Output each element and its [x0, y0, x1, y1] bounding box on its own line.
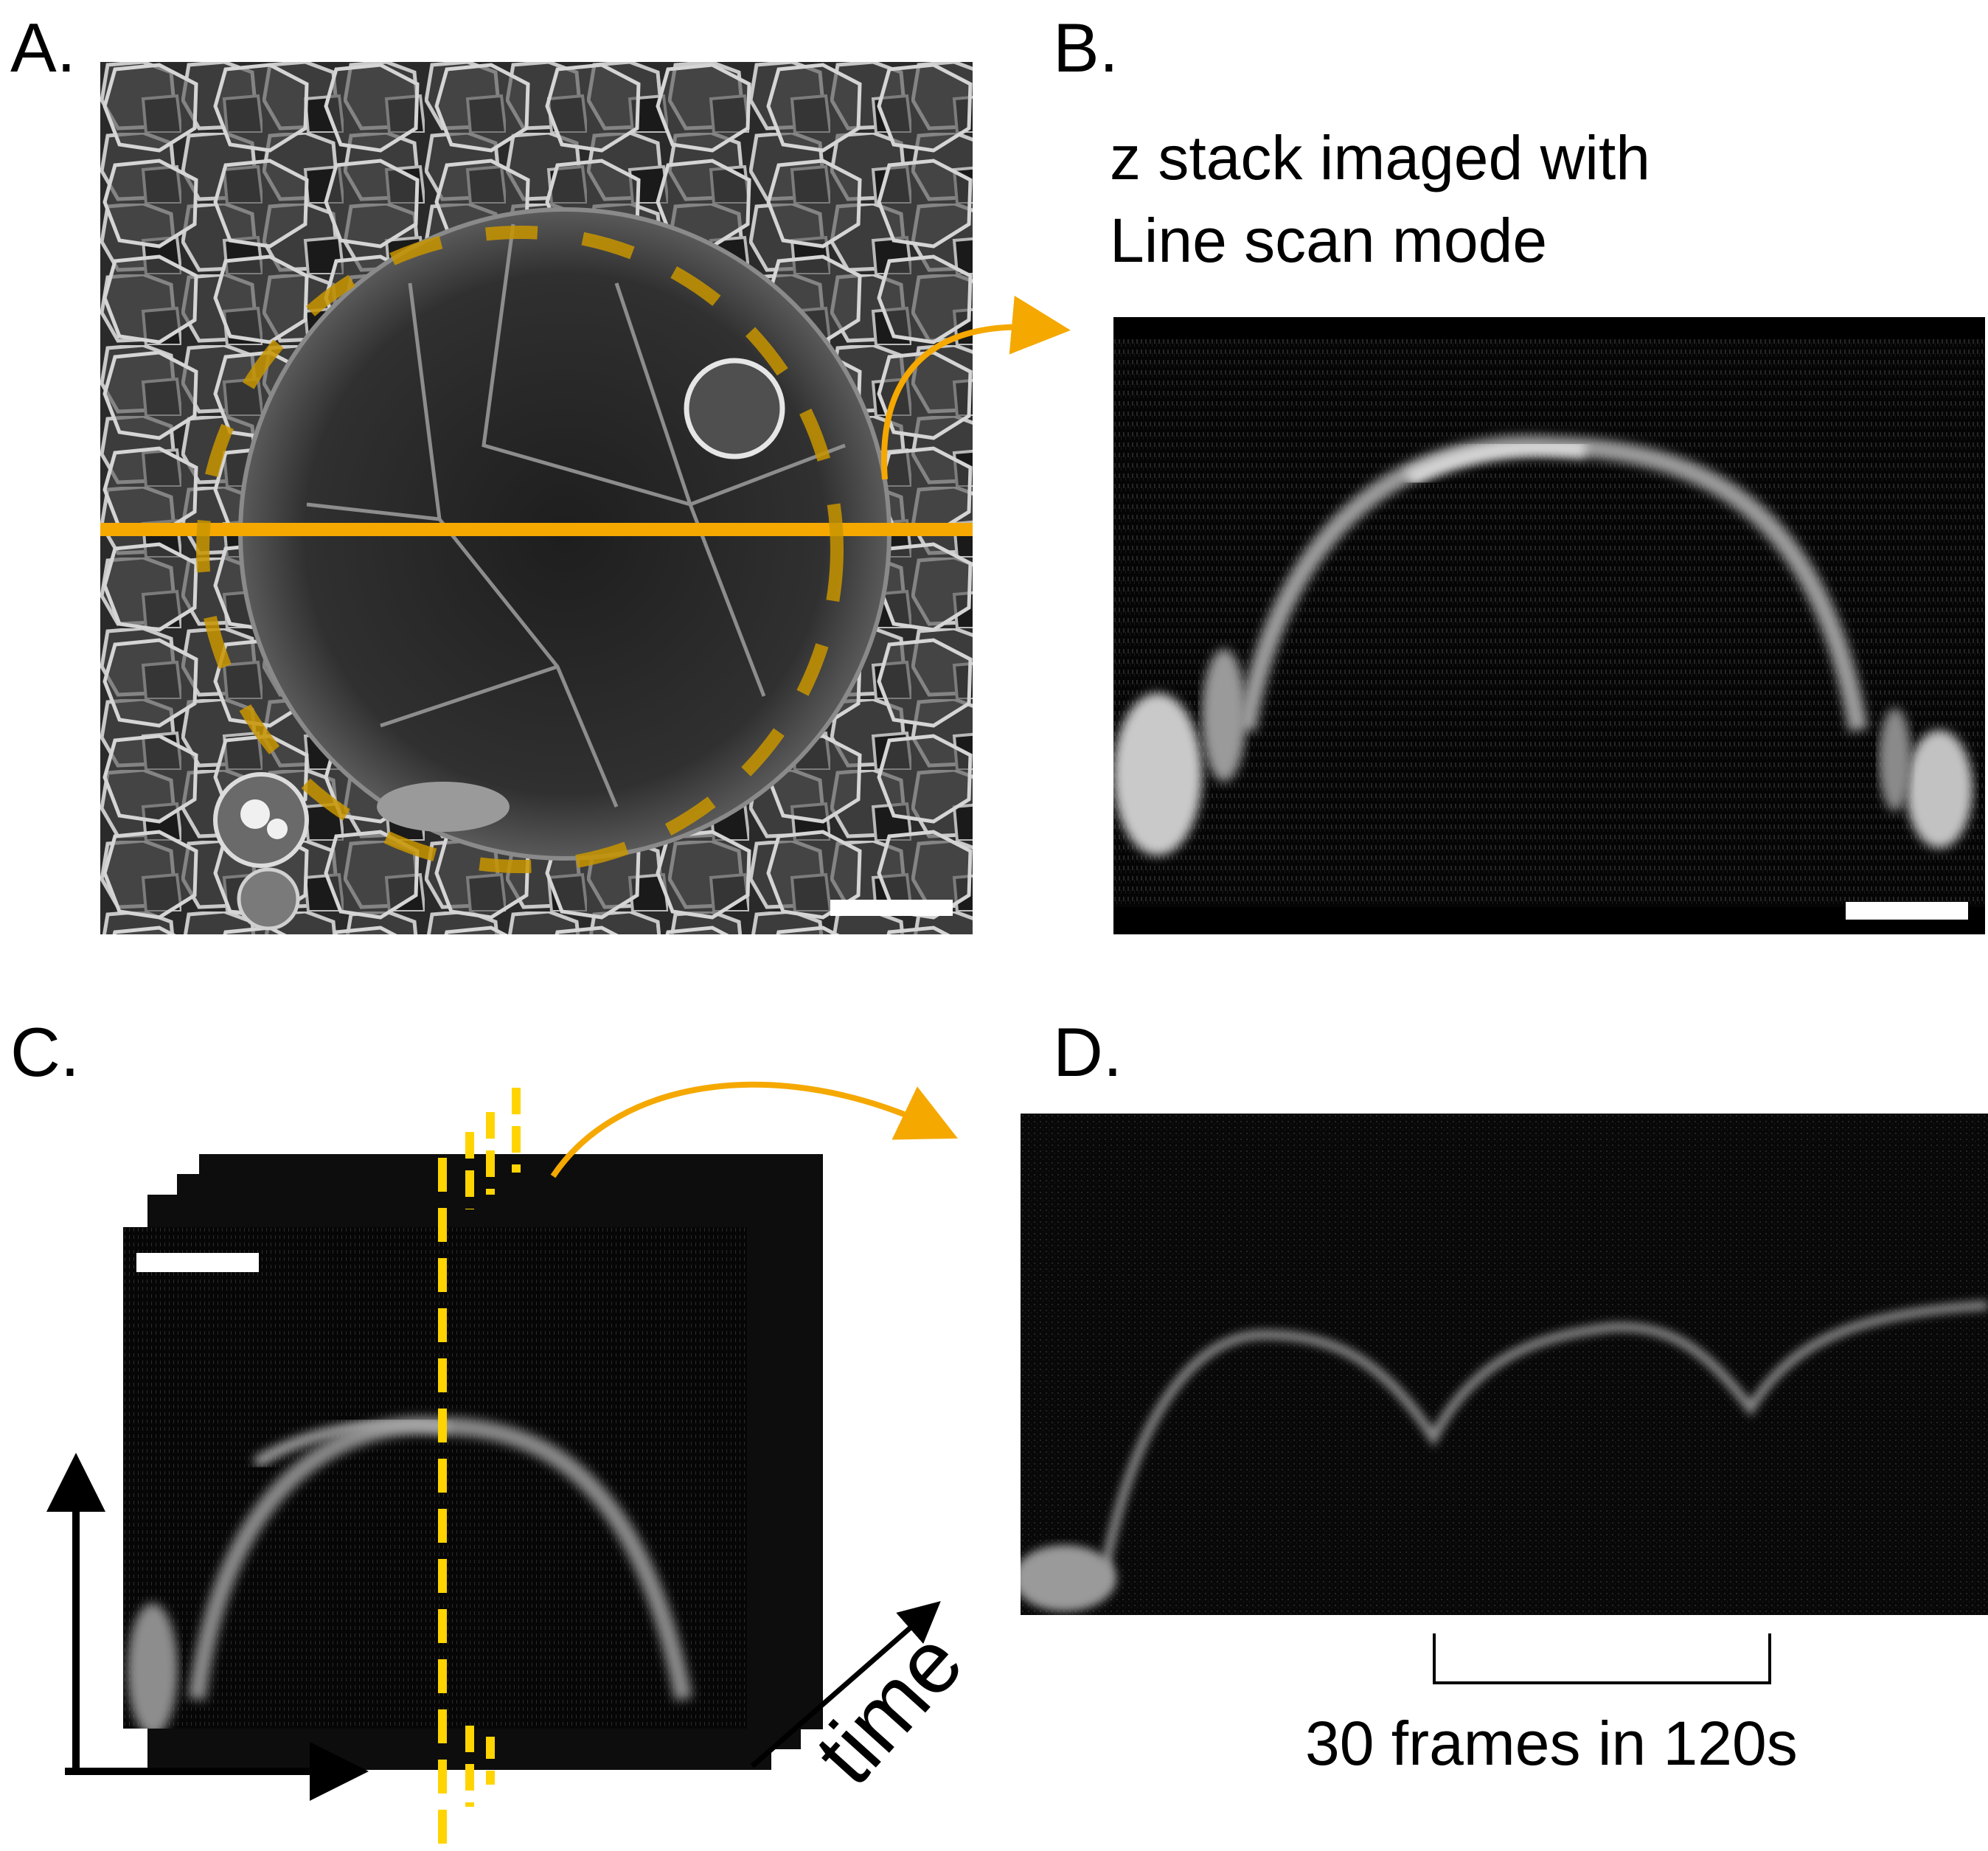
panel-d-kymograph [1021, 1114, 1988, 1615]
panel-a-scale-bar [830, 900, 953, 916]
panel-c-dashed-lines [438, 1088, 521, 1851]
panel-d-label: D. [1053, 1013, 1122, 1091]
arrow-icon [881, 295, 1071, 480]
time-arrow [750, 1601, 941, 1768]
panel-a-label: A. [10, 9, 76, 86]
arrow-icon [550, 1081, 958, 1178]
panel-b-arch [1113, 339, 1985, 907]
panel-b-label: B. [1053, 9, 1119, 86]
panel-c-label: C. [10, 1013, 80, 1091]
dashed-circle [196, 226, 844, 873]
panel-d-frames-label: 30 frames in 120s [1305, 1709, 1798, 1778]
panel-b-micrograph [1113, 317, 1985, 934]
panel-c-frame-front [123, 1227, 747, 1729]
panel-b-scale-bar [1846, 902, 1968, 920]
panel-d-trace [1021, 1114, 1988, 1615]
panel-b-caption-line2: Line scan mode [1110, 206, 1548, 275]
panel-b-caption-line1: z stack imaged with [1110, 123, 1650, 192]
panel-c-arch [123, 1227, 747, 1729]
frames-bracket [1433, 1633, 1771, 1684]
panel-c-scale-bar [136, 1253, 259, 1272]
